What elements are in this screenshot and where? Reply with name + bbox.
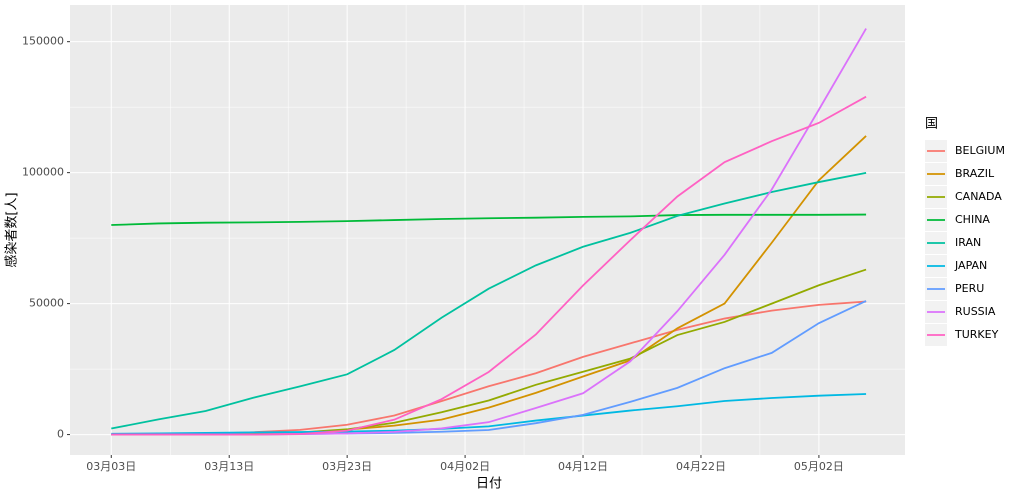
legend-label: RUSSIA (955, 305, 996, 318)
series-line (111, 172, 867, 430)
legend-title: 国 (925, 117, 938, 132)
plot-panel (70, 5, 905, 455)
x-tick-label: 03月03日 (86, 460, 136, 473)
x-tick-label: 03月23日 (322, 460, 372, 473)
x-tick-label: 04月12日 (558, 460, 608, 473)
legend-label: BELGIUM (955, 144, 1005, 157)
legend-label: CANADA (955, 190, 1002, 203)
x-tick-label: 04月02日 (440, 460, 490, 473)
y-tick-label: 100000 (22, 166, 64, 179)
x-tick-label: 04月22日 (676, 460, 726, 473)
series-line (111, 95, 867, 436)
legend-label: CHINA (955, 213, 990, 226)
x-tick-label: 03月13日 (204, 460, 254, 473)
series-line (111, 213, 867, 226)
x-tick-label: 05月02日 (794, 460, 844, 473)
legend-label: PERU (955, 282, 984, 295)
legend-label: BRAZIL (955, 167, 995, 180)
x-axis-title: 日付 (476, 477, 502, 492)
y-tick-label: 150000 (22, 35, 64, 48)
y-axis-title: 感染者数[人] (4, 192, 20, 267)
y-tick-label: 50000 (29, 297, 64, 310)
series-line (111, 393, 867, 435)
legend-label: TURKEY (954, 328, 999, 341)
legend-label: JAPAN (954, 259, 987, 272)
legend-label: IRAN (955, 236, 981, 249)
y-tick-label: 0 (57, 428, 64, 441)
